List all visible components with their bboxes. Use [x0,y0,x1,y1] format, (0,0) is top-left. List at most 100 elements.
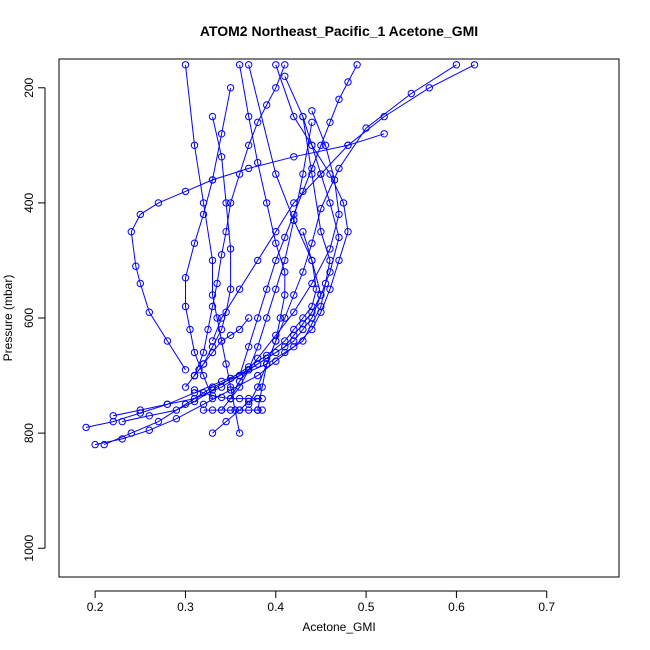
x-tick-label: 0.7 [538,600,555,614]
data-point [326,268,334,276]
data-point [290,112,298,121]
data-point [272,61,280,69]
data-point [235,429,244,437]
x-tick-label: 0.3 [177,600,194,614]
series-11 [190,61,289,380]
chart-title: ATOM2 Northeast_Pacific_1 Acetone_GMI [200,23,478,39]
data-point [344,228,352,236]
data-point [254,158,262,167]
data-point [290,337,298,345]
data-point [217,251,226,259]
data-point [254,118,262,127]
data-point [290,343,298,351]
data-point [254,354,262,362]
data-point [226,331,235,339]
data-point [190,348,199,357]
data-point [136,406,145,414]
data-point [281,314,289,322]
data-point [299,170,307,178]
data-point [217,406,226,414]
data-point [272,337,280,345]
data-point [145,308,154,316]
data-point [330,176,339,184]
data-point [208,429,217,437]
plot-area [82,61,479,449]
data-point [272,331,280,339]
data-point [326,256,334,265]
data-point [100,440,108,449]
data-point [199,210,208,219]
data-point [226,245,235,253]
data-point [204,325,212,334]
data-point [308,320,316,328]
series-line [94,64,349,446]
data-point [199,199,208,207]
data-point [154,199,163,207]
data-point [290,291,298,299]
data-point [326,199,334,207]
data-point [208,302,217,311]
data-point [321,279,330,288]
series-line [239,64,358,376]
data-point [154,417,163,426]
data-point [258,406,266,414]
data-point [136,210,145,219]
data-point [208,392,217,400]
data-point [235,394,244,403]
series-18 [235,61,289,414]
data-point [254,371,262,380]
x-tick-label: 0.4 [267,600,284,614]
data-point [335,233,343,242]
data-point [254,406,262,414]
data-point [222,308,230,316]
data-point [425,84,433,92]
series-line [113,64,322,417]
y-tick-label: 200 [22,77,36,97]
data-point [222,228,230,236]
data-point [181,302,190,311]
data-point [235,371,244,380]
data-point [226,199,235,207]
data-point [272,239,280,247]
data-point [208,291,217,299]
data-point [308,314,316,322]
series-line [230,122,313,399]
series-line [130,133,385,371]
data-point [258,394,266,403]
series-line [239,64,286,411]
data-point [190,389,199,397]
data-point [190,371,199,380]
data-point [317,291,325,299]
data-point [222,417,230,426]
data-point [317,170,325,178]
data-point [335,210,343,219]
data-point [308,239,316,247]
data-point [254,383,262,391]
data-point [254,314,262,322]
data-point [407,89,415,98]
data-point [290,216,298,224]
data-point [308,164,316,173]
data-point [281,233,289,242]
x-axis-label: Acetone_GMI [302,620,375,634]
data-point [163,400,172,408]
data-point [254,343,262,351]
data-point [254,256,262,265]
series-13 [181,84,235,403]
series-line [122,231,317,423]
data-point [299,320,307,328]
data-point [281,72,289,81]
data-point [217,153,226,161]
data-point [245,61,253,69]
data-point [263,101,271,109]
data-point [235,325,244,334]
data-point [109,412,117,420]
data-point [181,274,190,282]
data-point [308,308,316,316]
data-point [335,256,343,265]
data-point [344,78,352,86]
data-point [186,325,194,334]
data-point [199,371,208,380]
data-point [145,412,154,420]
y-axis-label: Pressure (mbar) [1,275,15,362]
